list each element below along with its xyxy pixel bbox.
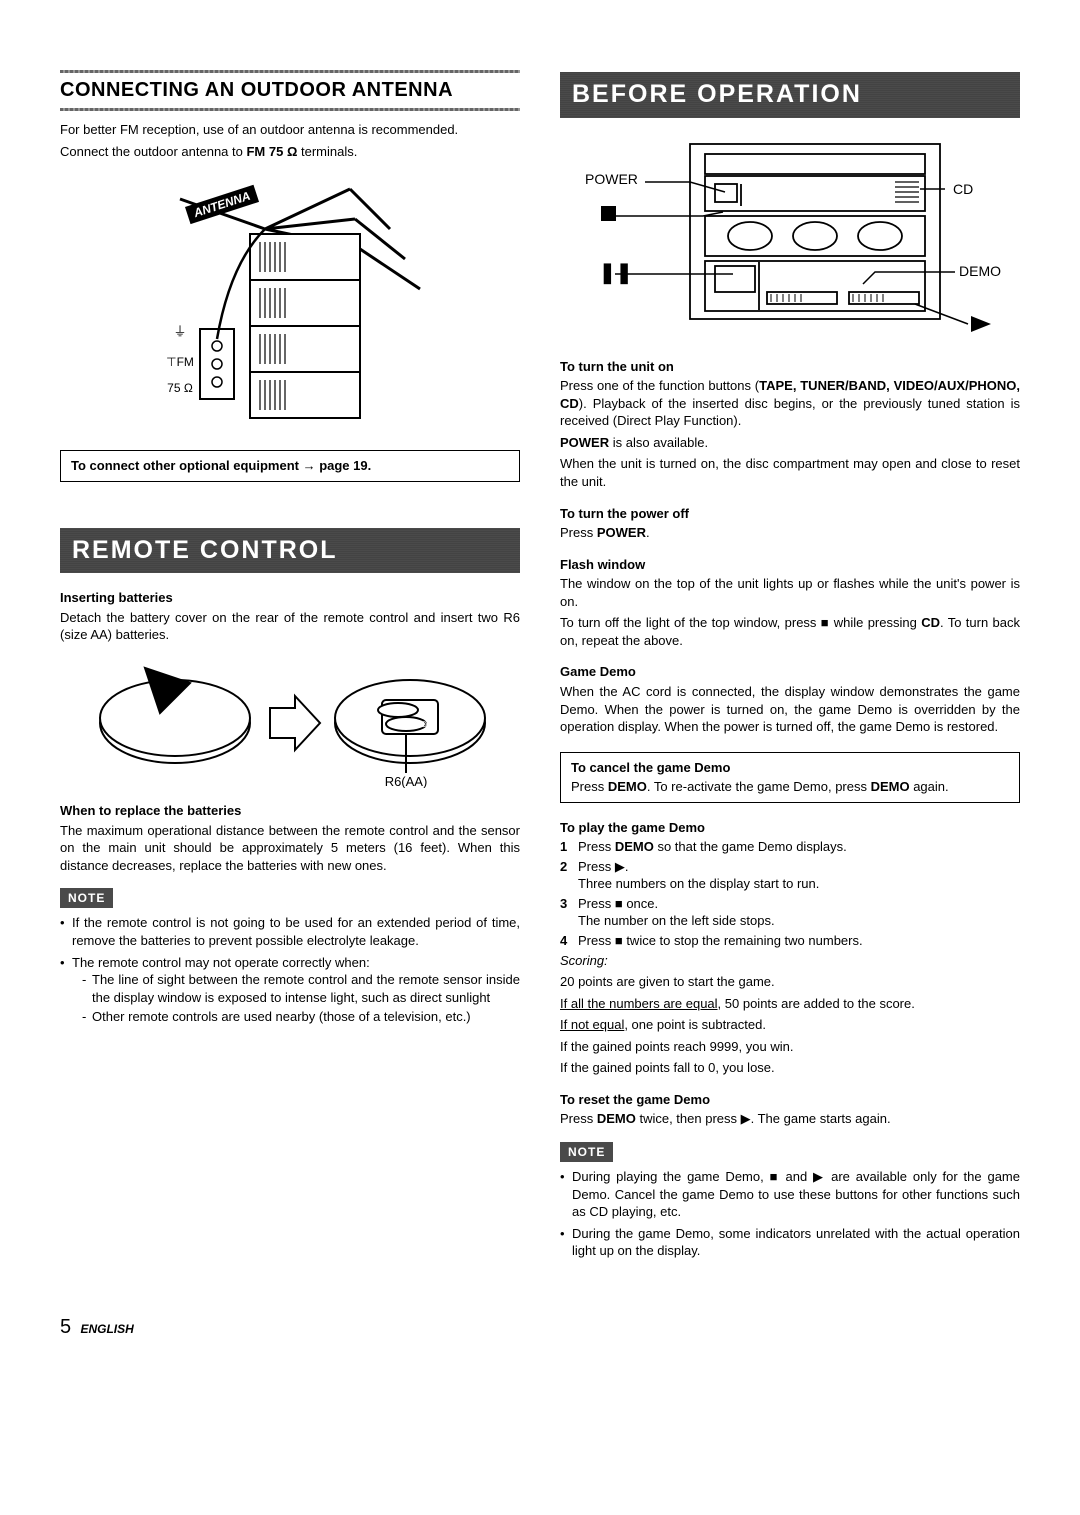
- heading-cancel-demo: To cancel the game Demo: [571, 759, 1009, 777]
- heading-flash-window: Flash window: [560, 556, 1020, 574]
- callout-demo: DEMO: [959, 263, 1001, 279]
- battery-caption: R6(AA): [385, 774, 428, 788]
- list-item: 2Press ▶. Three numbers on the display s…: [560, 858, 1020, 893]
- decor-rule: [60, 108, 520, 111]
- scoring-label: Scoring:: [560, 952, 1020, 970]
- connect-equipment-box: To connect other optional equipment → pa…: [60, 450, 520, 482]
- turn-off-text: Press POWER.: [560, 524, 1020, 542]
- heading-reset-demo: To reset the game Demo: [560, 1091, 1020, 1109]
- svg-text:⊖: ⊖: [390, 719, 398, 729]
- scoring-line: If all the numbers are equal, 50 points …: [560, 995, 1020, 1013]
- scoring-line: 20 points are given to start the game.: [560, 973, 1020, 991]
- game-demo-text: When the AC cord is connected, the displ…: [560, 683, 1020, 736]
- list-item: 4Press ■ twice to stop the remaining two…: [560, 932, 1020, 950]
- svg-text:⊖: ⊖: [420, 705, 428, 715]
- banner-remote-control: REMOTE CONTROL: [60, 528, 520, 574]
- heading-turn-on: To turn the unit on: [560, 358, 1020, 376]
- callout-cd: CD: [953, 181, 973, 197]
- terminal-ground-icon: ⏚: [173, 324, 186, 339]
- list-item: The line of sight between the remote con…: [82, 971, 520, 1006]
- page-language: ENGLISH: [80, 1322, 133, 1336]
- turn-on-power-text: POWER is also available.: [560, 434, 1020, 452]
- reset-demo-text: Press DEMO twice, then press ▶. The game…: [560, 1110, 1020, 1128]
- banner-before-operation: BEFORE OPERATION: [560, 72, 1020, 118]
- list-item: If the remote control is not going to be…: [60, 914, 520, 949]
- play-demo-steps: 1Press DEMO so that the game Demo displa…: [560, 838, 1020, 949]
- turn-on-reset-text: When the unit is turned on, the disc com…: [560, 455, 1020, 490]
- flash-text-1: The window on the top of the unit lights…: [560, 575, 1020, 610]
- list-item: During the game Demo, some indicators un…: [560, 1225, 1020, 1260]
- cancel-demo-box: To cancel the game Demo Press DEMO. To r…: [560, 752, 1020, 803]
- antenna-intro-2: Connect the outdoor antenna to FM 75 Ω t…: [60, 143, 520, 161]
- list-item: Other remote controls are used nearby (t…: [82, 1008, 520, 1026]
- stop-icon: ■: [770, 1169, 780, 1184]
- heading-inserting-batteries: Inserting batteries: [60, 589, 520, 607]
- stop-icon: ■: [615, 896, 623, 911]
- cancel-demo-text: Press DEMO. To re-activate the game Demo…: [571, 778, 1009, 796]
- figure-unit-diagram: POWER ❚❚ CD DEMO: [560, 134, 1020, 344]
- heading-replace-batteries: When to replace the batteries: [60, 802, 520, 820]
- note-list-left: If the remote control is not going to be…: [60, 914, 520, 1025]
- left-column: CONNECTING AN OUTDOOR ANTENNA For better…: [60, 70, 520, 1264]
- page-number: 5: [60, 1316, 71, 1338]
- pause-icon: ❚❚: [599, 262, 633, 285]
- section-title-antenna: CONNECTING AN OUTDOOR ANTENNA: [60, 77, 520, 104]
- stop-icon: [601, 206, 616, 221]
- right-column: BEFORE OPERATION: [560, 70, 1020, 1264]
- list-item: During playing the game Demo, ■ and ▶ ar…: [560, 1168, 1020, 1221]
- play-icon: ▶: [615, 859, 625, 874]
- unit-svg: POWER ❚❚ CD DEMO: [575, 134, 1005, 344]
- antenna-label: ANTENNA: [191, 189, 252, 221]
- inserting-batteries-text: Detach the battery cover on the rear of …: [60, 609, 520, 644]
- scoring-line: If not equal, one point is subtracted.: [560, 1016, 1020, 1034]
- page-footer: 5 ENGLISH: [60, 1314, 1020, 1341]
- terminal-ohm-label: 75 Ω: [167, 381, 193, 395]
- battery-svg: ⊕ ⊖ ⊖ ⊕ R6(AA): [90, 658, 490, 788]
- terminal-fm-label: ⊤FM: [166, 355, 194, 369]
- svg-text:⊕: ⊕: [390, 705, 398, 715]
- svg-text:⊕: ⊕: [420, 719, 428, 729]
- note-list-right: During playing the game Demo, ■ and ▶ ar…: [560, 1168, 1020, 1260]
- scoring-line: If the gained points fall to 0, you lose…: [560, 1059, 1020, 1077]
- stop-icon: ■: [615, 933, 623, 948]
- turn-on-text: Press one of the function buttons (TAPE,…: [560, 377, 1020, 430]
- flash-text-2: To turn off the light of the top window,…: [560, 614, 1020, 649]
- note-tag-right: NOTE: [560, 1142, 613, 1162]
- antenna-intro-1: For better FM reception, use of an outdo…: [60, 121, 520, 139]
- antenna-svg: ANTENNA: [110, 174, 470, 434]
- heading-game-demo: Game Demo: [560, 663, 1020, 681]
- play-icon: [971, 316, 991, 332]
- page-body: CONNECTING AN OUTDOOR ANTENNA For better…: [60, 70, 1020, 1264]
- list-item: 3Press ■ once. The number on the left si…: [560, 895, 1020, 930]
- heading-play-demo: To play the game Demo: [560, 819, 1020, 837]
- callout-power: POWER: [585, 171, 638, 187]
- play-icon: ▶: [813, 1169, 825, 1184]
- figure-batteries: ⊕ ⊖ ⊖ ⊕ R6(AA): [60, 658, 520, 788]
- decor-rule: [60, 70, 520, 73]
- note-tag-left: NOTE: [60, 888, 113, 908]
- heading-turn-off: To turn the power off: [560, 505, 1020, 523]
- figure-antenna: ANTENNA: [60, 174, 520, 434]
- replace-batteries-text: The maximum operational distance between…: [60, 822, 520, 875]
- list-item: 1Press DEMO so that the game Demo displa…: [560, 838, 1020, 856]
- scoring-line: If the gained points reach 9999, you win…: [560, 1038, 1020, 1056]
- list-item: The remote control may not operate corre…: [60, 954, 520, 1026]
- play-icon: ▶: [741, 1111, 751, 1126]
